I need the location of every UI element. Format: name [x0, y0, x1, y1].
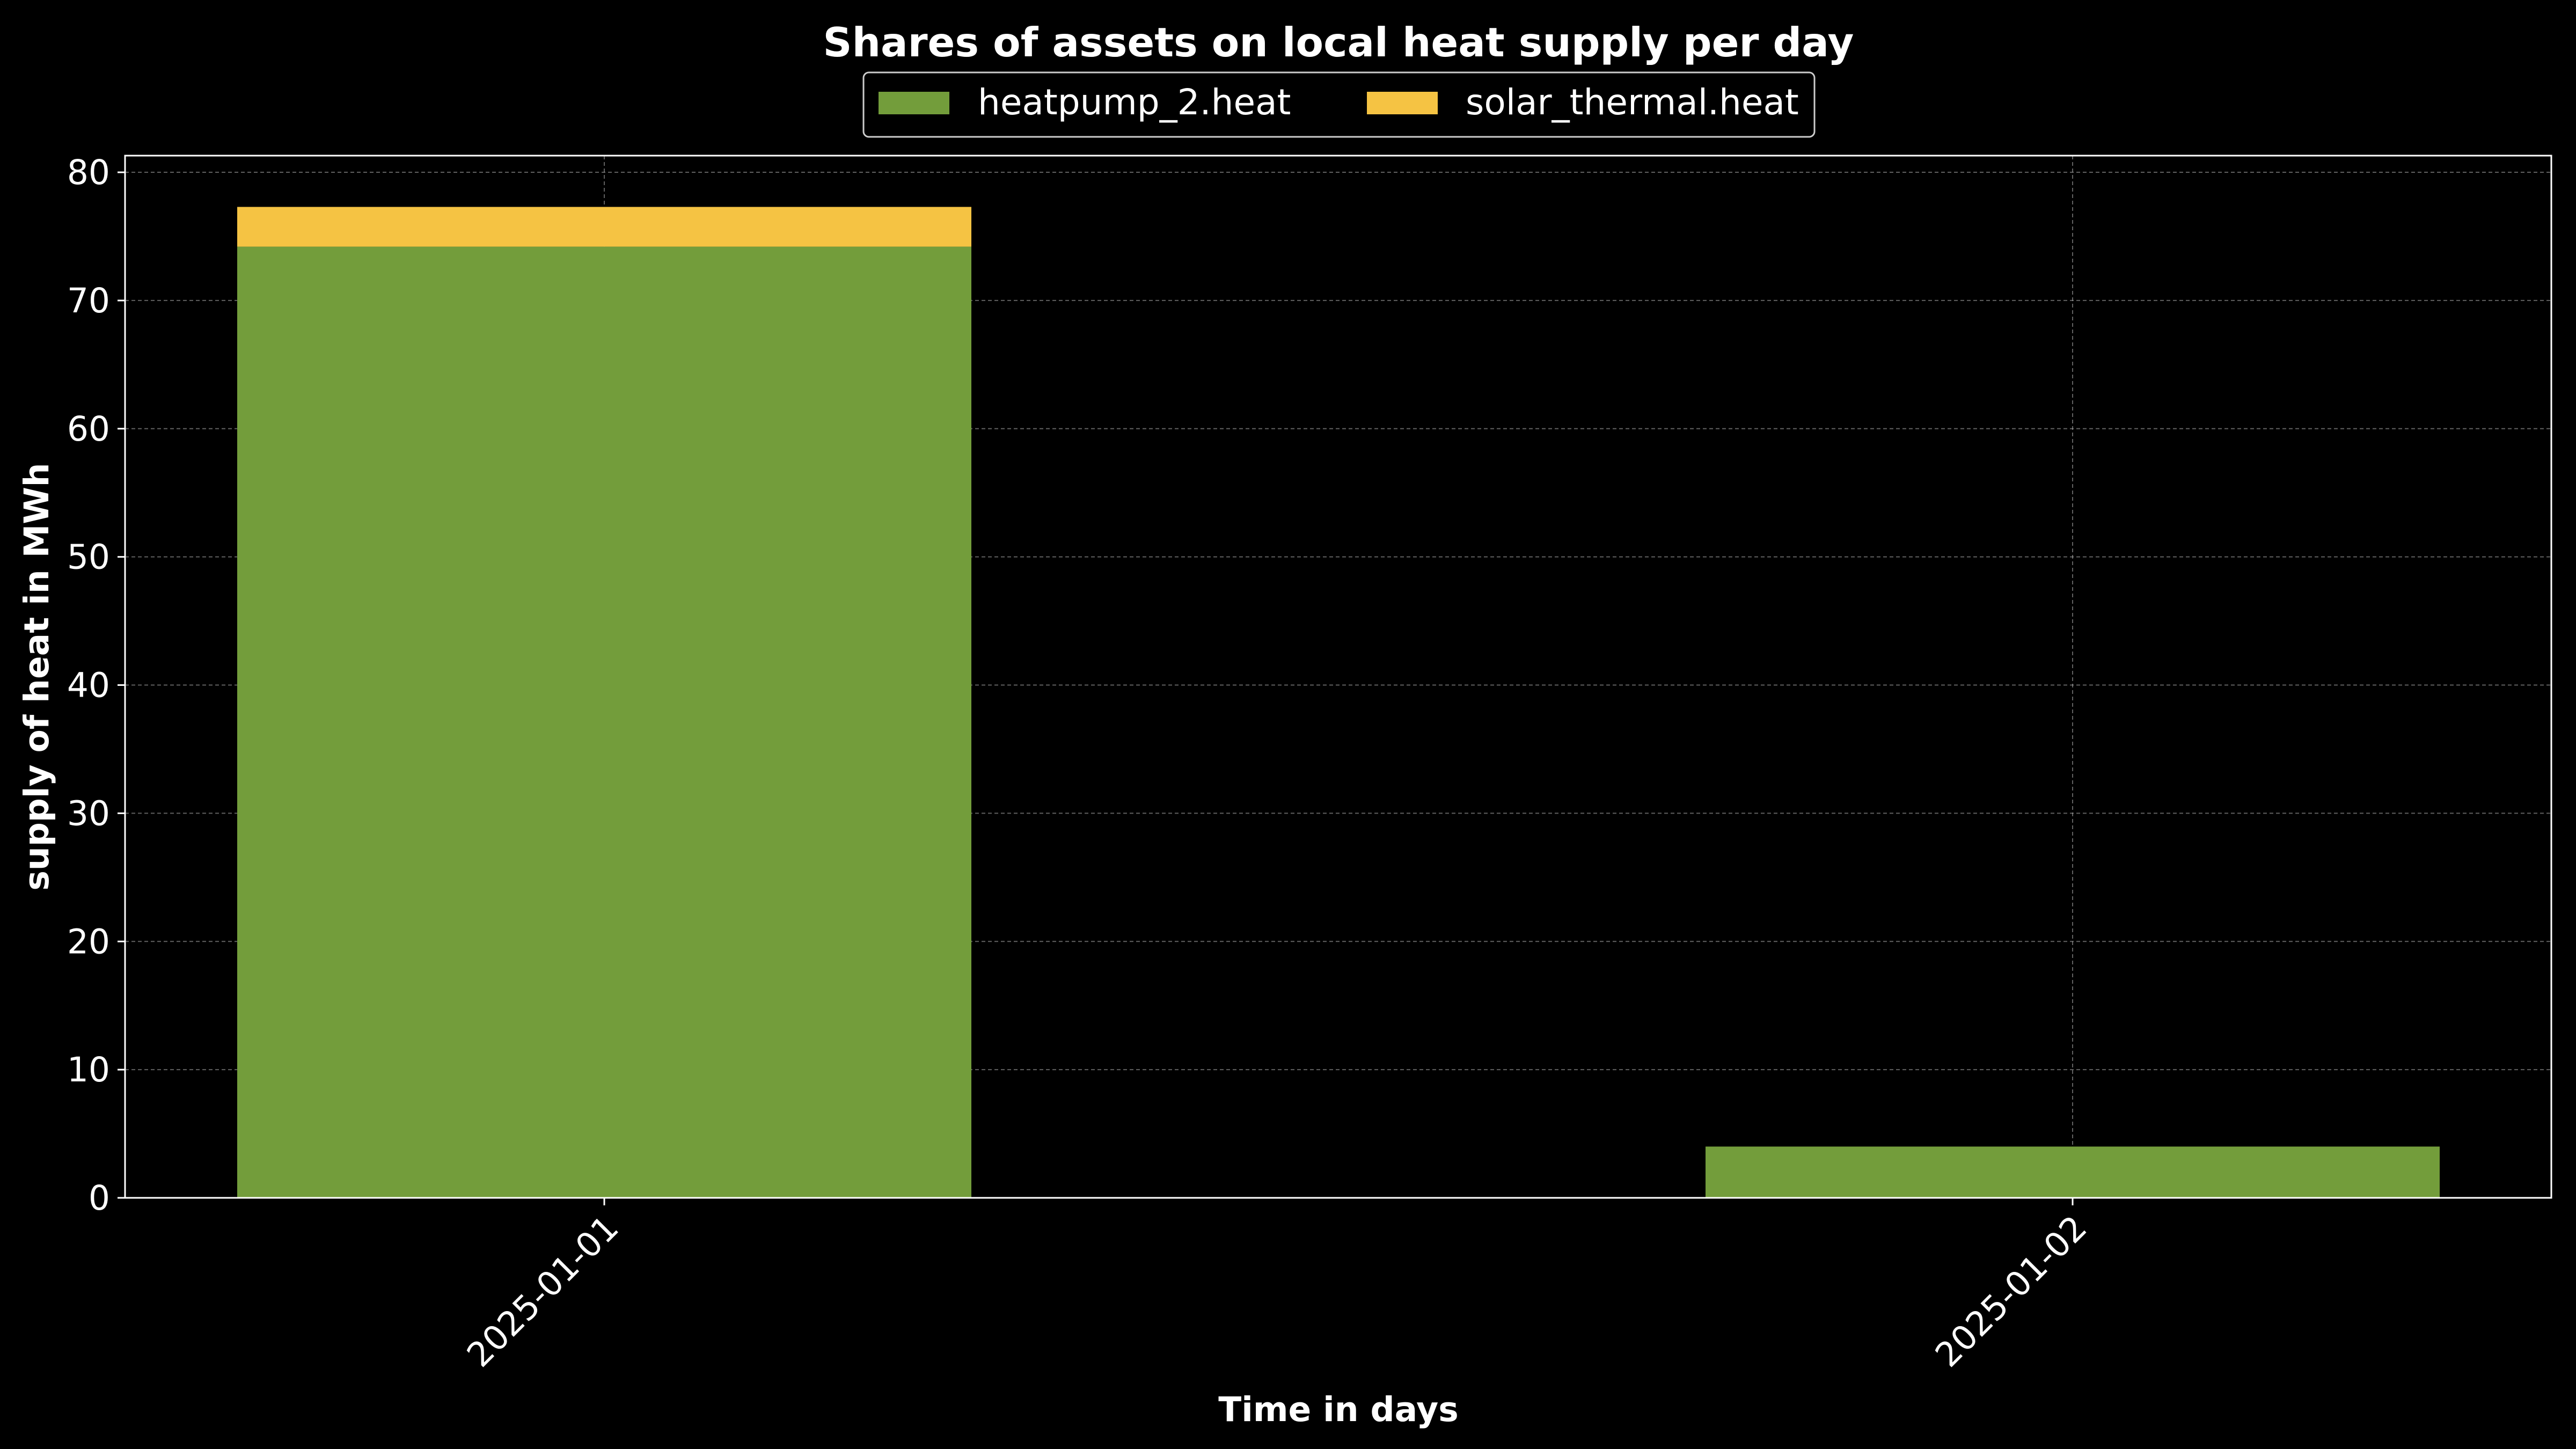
legend-swatch-solar-thermal [1367, 92, 1438, 114]
legend-label-solar-thermal: solar_thermal.heat [1466, 82, 1799, 123]
bar-heatpump-2-heat-2025-01-02 [1706, 1146, 2440, 1198]
y-tick-label: 20 [67, 922, 110, 961]
y-tick-label: 0 [89, 1179, 110, 1218]
plot-frame [124, 155, 2552, 1199]
y-tick-label: 50 [67, 538, 110, 577]
y-axis-ticks: 0 10 20 30 40 50 60 70 80 [67, 153, 125, 1218]
y-tick-label: 80 [67, 153, 110, 192]
x-axis-title: Time in days [1218, 1390, 1459, 1429]
legend-swatch-heatpump [879, 92, 949, 114]
legend-label-heatpump: heatpump_2.heat [978, 82, 1291, 123]
bar-solar-thermal-heat-2025-01-01 [237, 207, 971, 247]
y-tick-label: 10 [67, 1050, 110, 1089]
y-tick-label: 60 [67, 409, 110, 449]
bar-heatpump-2-heat-2025-01-01 [237, 246, 971, 1198]
y-axis-title: supply of heat in MWh [17, 463, 56, 890]
y-tick-label: 40 [67, 666, 110, 705]
y-tick-label: 70 [67, 281, 110, 320]
legend: heatpump_2.heat solar_thermal.heat [862, 71, 1816, 138]
bars [237, 207, 2440, 1198]
y-tick-label: 30 [67, 794, 110, 833]
legend-frame [862, 71, 1816, 138]
chart-title: Shares of assets on local heat supply pe… [823, 19, 1854, 66]
